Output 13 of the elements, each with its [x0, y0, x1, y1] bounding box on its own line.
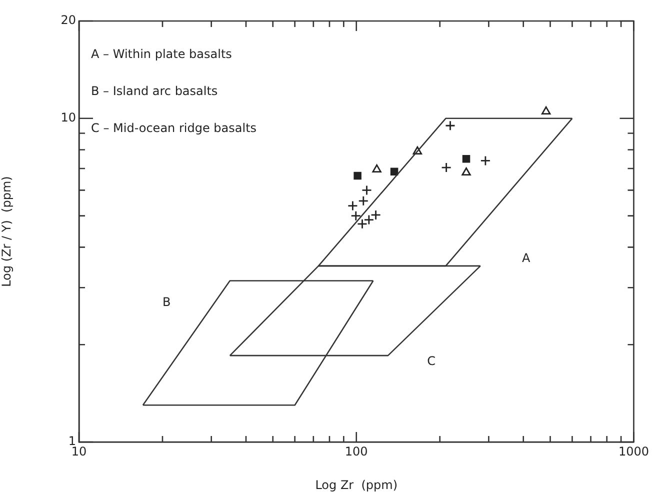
annotation: A	[522, 250, 532, 265]
annotation: B – Island arc basalts	[91, 84, 218, 98]
annotation: C – Mid-ocean ridge basalts	[91, 121, 257, 136]
x-axis-title: Log Zr (ppm)	[315, 478, 398, 492]
x-tick-label: 10	[71, 444, 87, 458]
x-tick-label: 100	[344, 444, 368, 458]
y-tick-label: 10	[60, 110, 76, 125]
annotation: B	[162, 295, 171, 310]
annotation: C	[427, 354, 436, 368]
y-tick-label: 20	[60, 13, 76, 28]
y-axis-title: Log (Zr / Y) (ppm)	[0, 176, 14, 287]
x-tick-label: 1000	[618, 444, 650, 458]
annotation: A – Within plate basalts	[91, 47, 232, 62]
